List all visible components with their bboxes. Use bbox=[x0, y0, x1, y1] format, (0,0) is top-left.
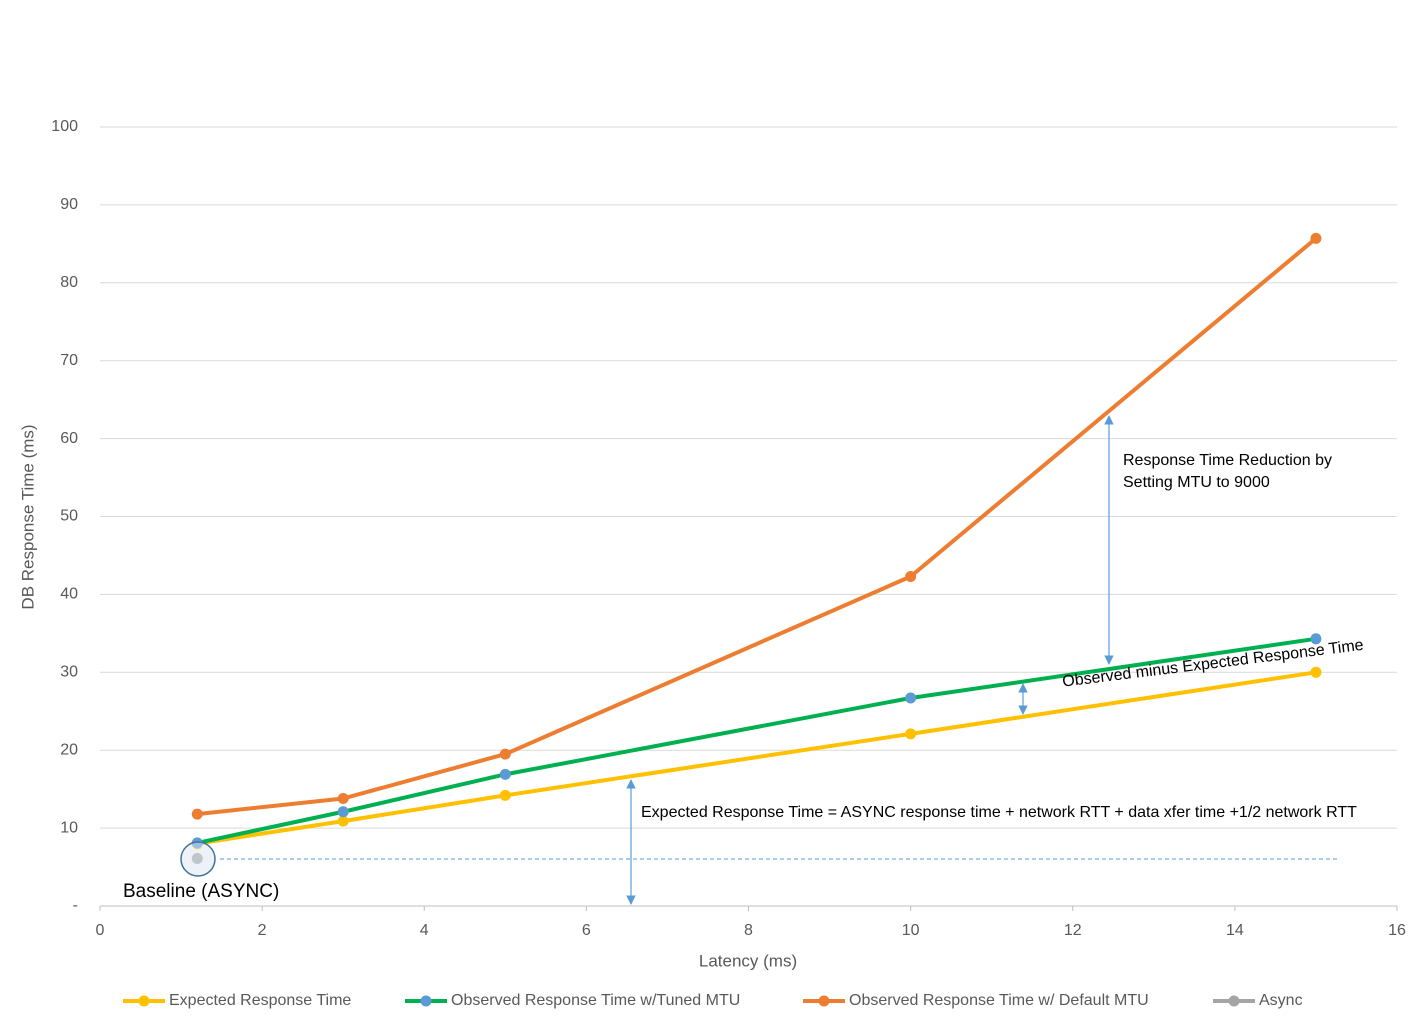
point bbox=[1310, 633, 1322, 645]
legend: Expected Response Time Observed Response … bbox=[123, 992, 1303, 1009]
point bbox=[337, 792, 349, 804]
point bbox=[1310, 666, 1322, 678]
legend-marker bbox=[1228, 995, 1240, 1007]
x-tick-label: 2 bbox=[258, 922, 267, 939]
y-tick-label: 40 bbox=[60, 586, 78, 603]
annotation: Setting MTU to 9000 bbox=[1123, 474, 1270, 491]
y-tick-label: 70 bbox=[60, 352, 78, 369]
y-tick-label: - bbox=[73, 897, 78, 914]
y-tick-label: 50 bbox=[60, 508, 78, 525]
legend-marker bbox=[818, 995, 830, 1007]
y-tick-label: 30 bbox=[60, 664, 78, 681]
x-tick-label: 8 bbox=[744, 922, 753, 939]
x-tick-label: 6 bbox=[582, 922, 591, 939]
legend-label: Observed Response Time w/ Default MTU bbox=[849, 992, 1149, 1009]
x-tick-label: 10 bbox=[902, 922, 920, 939]
annotation: Response Time Reduction by bbox=[1123, 452, 1332, 469]
y-tick-label: 60 bbox=[60, 430, 78, 447]
x-axis-title: Latency (ms) bbox=[699, 951, 797, 970]
y-tick-label: 20 bbox=[60, 741, 78, 758]
annotation: Expected Response Time = ASYNC response … bbox=[641, 804, 1357, 821]
series bbox=[191, 232, 1322, 864]
legend-marker bbox=[420, 995, 432, 1007]
point bbox=[905, 692, 917, 704]
y-tick-label: 10 bbox=[60, 819, 78, 836]
x-tick-label: 16 bbox=[1388, 922, 1406, 939]
point bbox=[499, 789, 511, 801]
x-tick-label: 4 bbox=[420, 922, 429, 939]
point bbox=[905, 728, 917, 740]
annotation: Observed minus Expected Response Time bbox=[1061, 637, 1364, 691]
y-tick-label: 80 bbox=[60, 274, 78, 291]
legend-label: Expected Response Time bbox=[169, 992, 351, 1009]
annotation: Baseline (ASYNC) bbox=[123, 881, 279, 902]
y-tick-label: 100 bbox=[51, 118, 78, 135]
point bbox=[499, 768, 511, 780]
point bbox=[337, 806, 349, 818]
x-tick-label: 12 bbox=[1064, 922, 1082, 939]
legend-marker bbox=[138, 995, 150, 1007]
point bbox=[905, 570, 917, 582]
y-axis-title: DB Response Time (ms) bbox=[18, 424, 37, 609]
point bbox=[337, 815, 349, 827]
legend-label: Async bbox=[1259, 992, 1303, 1009]
legend-label: Observed Response Time w/Tuned MTU bbox=[451, 992, 740, 1009]
y-tick-label: 90 bbox=[60, 196, 78, 213]
x-tick-label: 0 bbox=[96, 922, 105, 939]
point bbox=[499, 748, 511, 760]
point bbox=[191, 808, 203, 820]
x-tick-label: 14 bbox=[1226, 922, 1244, 939]
baseline-circle bbox=[180, 841, 216, 877]
point bbox=[1310, 232, 1322, 244]
grid: - 10 20 30 40 50 60 70 80 90 100 0 2 4 6 8 10 12 14 16 bbox=[51, 118, 1406, 939]
